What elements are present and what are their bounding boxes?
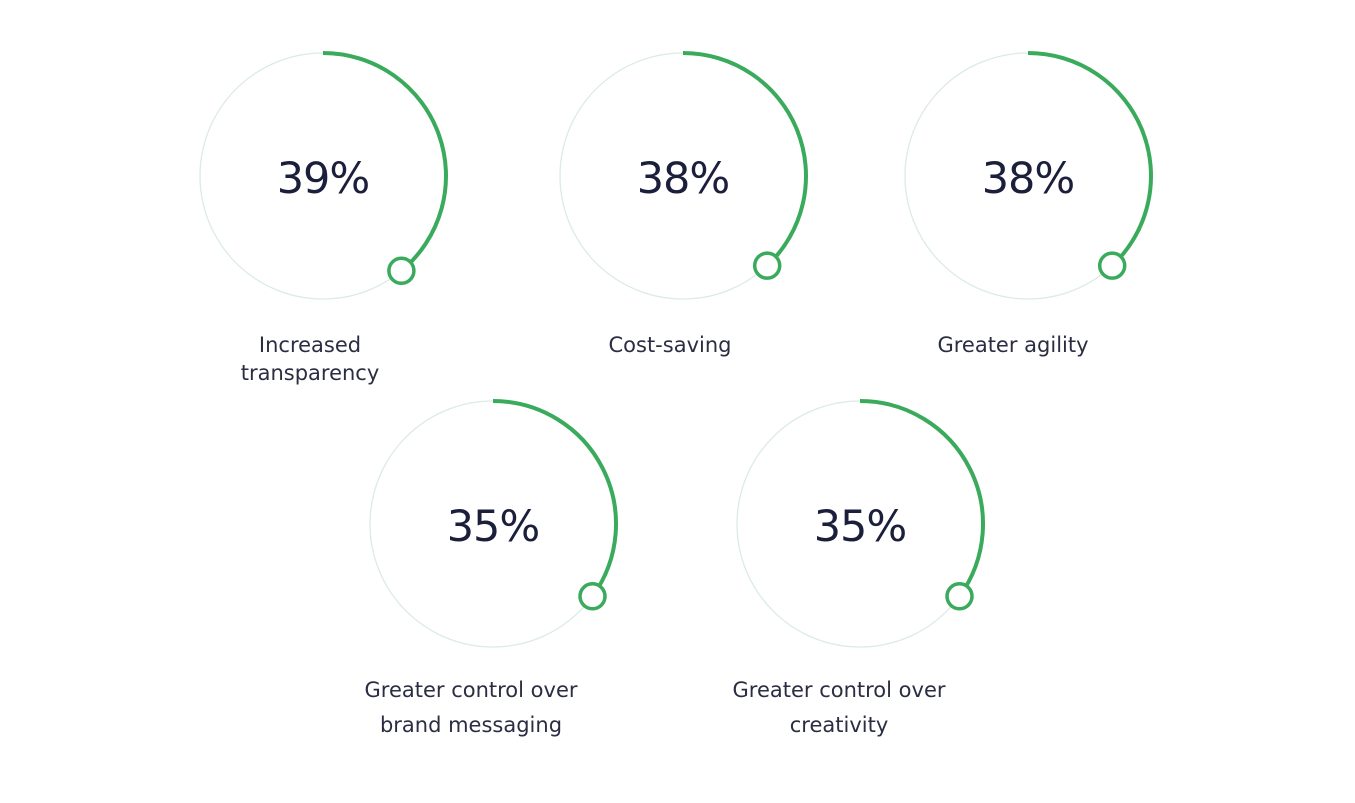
gauge-label: Increased <box>259 333 361 357</box>
gauge-label: Greater control over <box>365 678 578 702</box>
gauge-2: 38% Cost-saving <box>559 51 808 357</box>
gauge-end-marker <box>578 582 607 611</box>
gauge-label: brand messaging <box>380 713 562 737</box>
gauge-label: creativity <box>790 713 889 737</box>
gauge-value: 38% <box>982 154 1075 204</box>
gauge-5: 35% Greater control over creativity <box>733 399 985 737</box>
gauge-value: 39% <box>277 154 370 204</box>
gauge-progress-arc <box>322 51 448 273</box>
gauge-end-marker <box>752 251 782 280</box>
gauge-progress-arc <box>1027 51 1153 268</box>
gauge-label: Greater agility <box>937 333 1088 357</box>
gauge-3: 38% Greater agility <box>904 51 1153 357</box>
gauge-value: 35% <box>814 502 907 552</box>
gauge-end-marker <box>945 582 974 611</box>
gauge-value: 35% <box>447 502 540 552</box>
gauge-progress-arc <box>859 399 985 598</box>
gauge-label: Cost-saving <box>609 333 732 357</box>
gauge-progress-arc <box>492 399 618 598</box>
gauge-label: Greater control over <box>733 678 946 702</box>
gauge-1: 39% Increased transparency <box>199 51 448 385</box>
gauge-end-marker <box>387 256 416 286</box>
gauge-label: transparency <box>241 361 380 385</box>
gauge-value: 38% <box>637 154 730 204</box>
gauge-progress-arc <box>682 51 808 268</box>
gauge-end-marker <box>1097 251 1127 280</box>
gauge-4: 35% Greater control over brand messaging <box>365 399 618 737</box>
